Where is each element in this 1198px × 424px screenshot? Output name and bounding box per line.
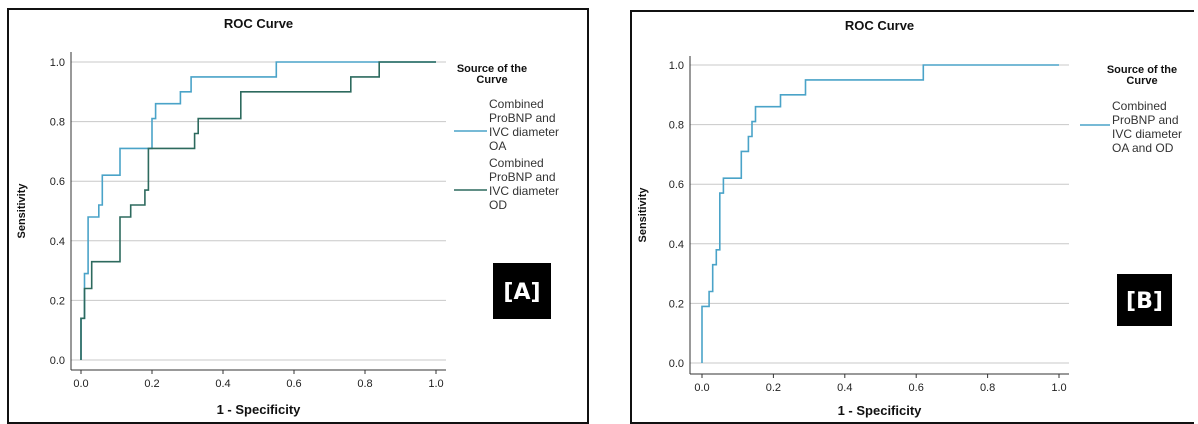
y-axis-label: Sensitivity (637, 187, 649, 243)
y-tick-label: 0.8 (50, 117, 65, 129)
y-tick-label: 0.4 (50, 236, 65, 248)
x-tick-label: 0.8 (980, 382, 995, 394)
y-tick-label: 0.0 (669, 358, 684, 370)
x-tick-label: 1.0 (428, 378, 443, 390)
legend-label-1: Combined ProBNP and IVC diameter OA (489, 97, 559, 153)
x-axis-label: 1 - Specificity (217, 402, 302, 417)
y-tick-label: 0.0 (50, 355, 65, 367)
roc-chart-a: ROC Curve 0.0 0.2 0.4 0.6 0.8 1.0 0.0 0.2 0.4 0.6 0… (16, 16, 559, 417)
x-axis-label: 1 - Specificity (838, 403, 923, 418)
x-tick-label: 0.2 (144, 378, 159, 390)
x-tick-label: 0.2 (766, 382, 781, 394)
x-tick-label: 1.0 (1051, 382, 1066, 394)
y-tick-label: 0.6 (50, 176, 65, 188)
legend-title: Source of the Curve (457, 63, 527, 86)
roc-panel-b: ROC Curve 0.0 0.2 0.4 0.6 0.8 1.0 0.0 0.2 0.4 0.6 0… (630, 10, 1194, 424)
legend-label-1: Combined ProBNP and IVC diameter OA and OD (1112, 99, 1182, 155)
roc-chart-b: ROC Curve 0.0 0.2 0.4 0.6 0.8 1.0 0.0 0.2 0.4 0.6 0… (637, 18, 1182, 418)
y-tick-label: 1.0 (50, 57, 65, 69)
panel-label-text: [B] (1126, 289, 1163, 314)
x-tick-label: 0.6 (909, 382, 924, 394)
roc-panel-a: ROC Curve 0.0 0.2 0.4 0.6 0.8 1.0 0.0 0.2 0.4 0.6 0… (7, 8, 589, 424)
x-tick-label: 0.4 (837, 382, 852, 394)
panel-label-text: [A] (503, 280, 540, 305)
roc-curve-series-1 (701, 64, 1059, 363)
panel-label-badge (1117, 274, 1172, 326)
x-tick-label: 0.4 (215, 378, 230, 390)
x-tick-label: 0.0 (694, 382, 709, 394)
roc-curve-series-1 (80, 61, 436, 360)
y-tick-label: 0.2 (50, 295, 65, 307)
y-tick-label: 0.4 (669, 239, 684, 251)
roc-curve-series-2 (80, 61, 436, 360)
x-tick-label: 0.0 (73, 378, 88, 390)
y-axis-label: Sensitivity (16, 183, 28, 239)
y-tick-label: 0.2 (669, 298, 684, 310)
x-tick-label: 0.8 (357, 378, 372, 390)
chart-title: ROC Curve (845, 18, 914, 33)
panel-label-badge (493, 263, 551, 319)
legend-title: Source of the Curve (1107, 64, 1177, 87)
x-tick-label: 0.6 (286, 378, 301, 390)
y-tick-label: 1.0 (669, 60, 684, 72)
y-tick-label: 0.6 (669, 179, 684, 191)
legend-label-2: Combined ProBNP and IVC diameter OD (489, 156, 559, 212)
y-tick-label: 0.8 (669, 120, 684, 132)
chart-title: ROC Curve (224, 16, 293, 31)
